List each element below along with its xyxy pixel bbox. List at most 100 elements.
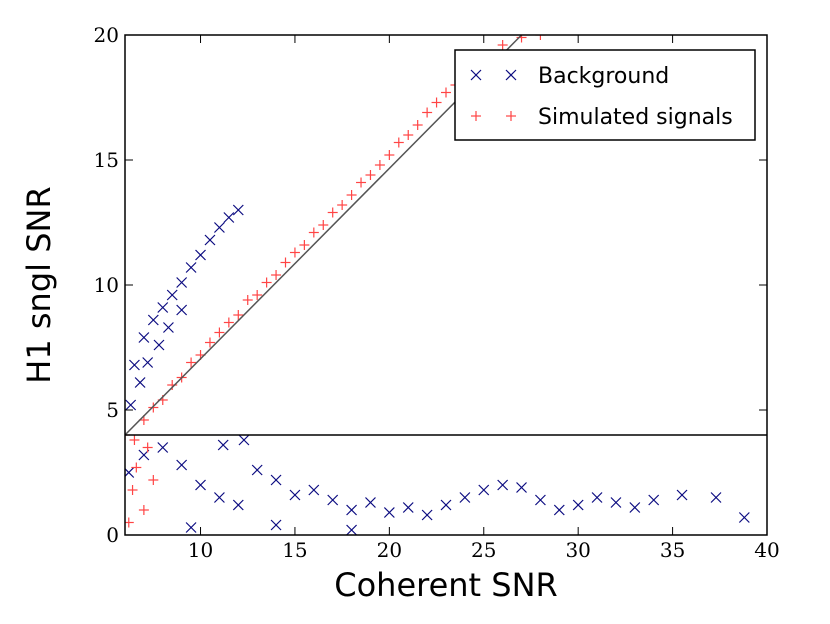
signal-point — [127, 485, 138, 495]
background-point — [738, 512, 750, 523]
background-point — [153, 339, 165, 351]
background-point — [176, 459, 188, 471]
background-point — [138, 332, 150, 343]
background-point — [553, 504, 565, 516]
background-point — [270, 474, 282, 486]
background-point — [459, 492, 471, 503]
signal-point — [327, 207, 338, 218]
y-tick-label: 20 — [94, 23, 119, 47]
background-point — [125, 399, 137, 411]
signal-point — [142, 442, 153, 453]
background-point — [195, 249, 206, 261]
background-point — [516, 482, 527, 493]
y-tick-label: 10 — [94, 273, 119, 297]
background-point — [365, 497, 376, 508]
signal-point — [138, 505, 149, 515]
signal-point — [233, 310, 244, 320]
background-point — [232, 204, 244, 216]
signal-point — [129, 435, 140, 445]
x-tick-label: 40 — [754, 538, 779, 562]
background-point — [223, 212, 235, 223]
x-tick-label: 25 — [471, 538, 496, 562]
background-point — [213, 222, 225, 233]
signal-point — [186, 357, 197, 368]
legend-marker-glyph — [505, 69, 517, 81]
signal-point — [204, 337, 215, 348]
signal-point — [356, 177, 367, 188]
signal-point — [280, 257, 291, 268]
background-point — [610, 497, 622, 508]
signal-point — [131, 462, 142, 473]
background-point — [478, 484, 490, 496]
background-point — [163, 322, 174, 333]
legend-marker-glyph — [470, 69, 482, 81]
signal-point — [148, 475, 159, 485]
signal-point — [271, 270, 282, 280]
signal-point — [441, 87, 451, 98]
signal-point — [252, 290, 263, 300]
background-point — [676, 489, 688, 501]
background-point — [648, 494, 660, 506]
x-tick-label: 10 — [188, 538, 213, 562]
signal-point — [214, 327, 225, 338]
background-point — [157, 442, 169, 453]
legend-entry-simulated-signals: Simulated signals — [471, 105, 733, 130]
signal-point — [261, 277, 272, 288]
legend-marker-glyph — [506, 111, 516, 121]
background-point — [176, 277, 188, 288]
background-point — [185, 522, 197, 533]
signal-point — [393, 137, 404, 148]
signal-point — [242, 295, 253, 305]
background-point — [421, 509, 433, 521]
y-axis-title: H1 sngl SNR — [20, 186, 58, 383]
signal-point — [223, 317, 234, 328]
signal-point — [337, 200, 348, 210]
background-point — [217, 439, 229, 451]
background-point — [327, 494, 339, 506]
y-tick-label: 0 — [106, 523, 119, 547]
background-point — [176, 304, 188, 316]
legend: Background Simulated signals — [454, 49, 756, 141]
legend-entry-background: Background — [470, 64, 669, 89]
signal-point — [422, 107, 433, 118]
x-tick-label: 30 — [565, 538, 590, 562]
signal-point — [535, 35, 546, 40]
background-point — [232, 499, 244, 511]
signal-point — [167, 380, 178, 390]
background-point — [629, 502, 641, 513]
ticks-layer: 10 15 20 25 30 35 40 0 5 10 15 20 — [94, 23, 780, 562]
background-point — [346, 524, 358, 535]
background-point — [213, 492, 225, 503]
background-point — [710, 492, 722, 503]
legend-label-simulated-signals: Simulated signals — [538, 105, 733, 130]
background-point — [270, 519, 282, 531]
background-point — [591, 492, 603, 503]
background-point — [308, 484, 320, 496]
x-axis-title: Coherent SNR — [334, 566, 558, 604]
background-point — [402, 502, 414, 513]
legend-marker-x — [505, 69, 517, 81]
signal-point — [148, 402, 159, 413]
background-points-layer — [125, 204, 750, 535]
signal-point — [384, 150, 395, 160]
background-point — [251, 464, 263, 476]
x-tick-label: 35 — [660, 538, 685, 562]
signal-point — [346, 190, 357, 200]
legend-marker-plus — [471, 111, 481, 121]
signal-point — [308, 227, 319, 238]
background-point — [289, 489, 301, 501]
signal-point — [365, 170, 376, 180]
background-point — [204, 234, 216, 246]
background-point — [142, 357, 154, 368]
signal-point — [299, 240, 310, 250]
signal-point — [289, 247, 300, 258]
y-tick-label: 5 — [106, 398, 119, 422]
background-point — [346, 504, 358, 516]
background-point — [238, 434, 250, 446]
signal-point — [412, 120, 423, 130]
background-point — [129, 359, 140, 371]
x-tick-label: 15 — [282, 538, 307, 562]
legend-marker-x — [470, 69, 482, 81]
signal-point — [497, 40, 508, 50]
